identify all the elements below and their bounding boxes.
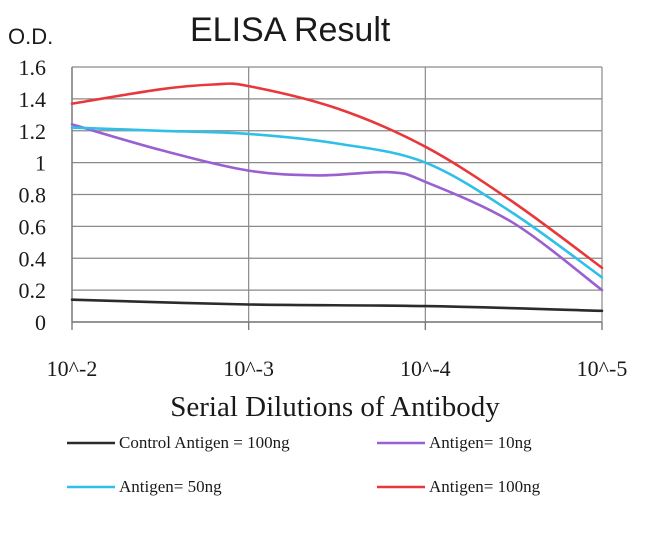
y-tick-labels: 0 0.2 0.4 0.6 0.8 1 1.2 1.4 1.6 xyxy=(19,55,47,335)
y-tick-label: 0.6 xyxy=(19,214,47,239)
x-tick-label: 10^-3 xyxy=(223,356,274,381)
legend-label: Control Antigen = 100ng xyxy=(119,433,290,452)
legend-label: Antigen= 50ng xyxy=(119,477,222,496)
y-tick-label: 0 xyxy=(35,310,46,335)
legend-item-control: Control Antigen = 100ng xyxy=(67,433,290,452)
y-axis-label: O.D. xyxy=(8,24,53,49)
legend: Control Antigen = 100ng Antigen= 10ng Anti… xyxy=(67,433,541,496)
series-line-100ng xyxy=(70,82,604,270)
series-line-50ng xyxy=(70,126,604,279)
x-axis-label: Serial Dilutions of Antibody xyxy=(170,391,500,423)
legend-item-10ng: Antigen= 10ng xyxy=(377,433,532,452)
x-tick-label: 10^-5 xyxy=(577,356,628,381)
legend-item-100ng: Antigen= 100ng xyxy=(377,477,541,496)
y-tick-label: 1.6 xyxy=(19,55,47,80)
grid-layer xyxy=(71,66,603,330)
x-tick-labels: 10^-2 10^-3 10^-4 10^-5 xyxy=(47,356,628,381)
y-tick-label: 1.2 xyxy=(19,119,47,144)
legend-label: Antigen= 100ng xyxy=(429,477,541,496)
chart-title: ELISA Result xyxy=(190,11,391,49)
y-tick-label: 1.4 xyxy=(19,87,47,112)
y-tick-label: 0.8 xyxy=(19,183,47,208)
legend-item-50ng: Antigen= 50ng xyxy=(67,477,222,496)
series-line-10ng xyxy=(70,123,604,292)
y-tick-label: 0.4 xyxy=(19,246,47,271)
x-tick-label: 10^-2 xyxy=(47,356,98,381)
legend-label: Antigen= 10ng xyxy=(429,433,532,452)
series-layer xyxy=(70,82,604,313)
x-tick-label: 10^-4 xyxy=(400,356,451,381)
series-line-control xyxy=(70,298,604,313)
y-tick-label: 0.2 xyxy=(19,278,47,303)
y-tick-label: 1 xyxy=(35,151,46,176)
